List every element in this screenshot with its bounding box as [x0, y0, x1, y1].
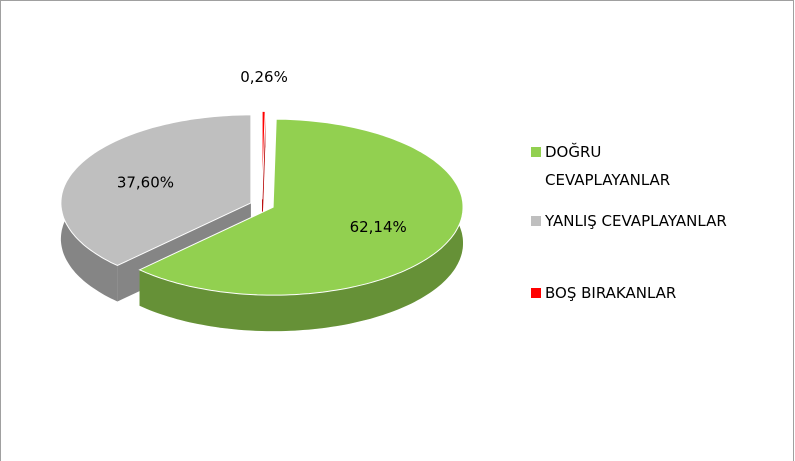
legend-swatch [531, 288, 541, 298]
legend-swatch [531, 147, 541, 157]
data-label: 0,26% [240, 68, 288, 86]
legend-label: BOŞ BIRAKANLAR [545, 284, 677, 302]
slice [138, 118, 464, 296]
data-label: 62,14% [350, 218, 407, 236]
slice-side [139, 119, 463, 332]
data-label: 37,60% [117, 173, 174, 191]
legend-swatch [531, 216, 541, 226]
slice [60, 114, 252, 267]
slice-side-shade [139, 119, 463, 332]
slice [261, 110, 266, 200]
legend-label: YANLIŞ CEVAPLAYANLAR [545, 212, 727, 230]
legend-label: DOĞRU CEVAPLAYANLAR [545, 143, 671, 189]
